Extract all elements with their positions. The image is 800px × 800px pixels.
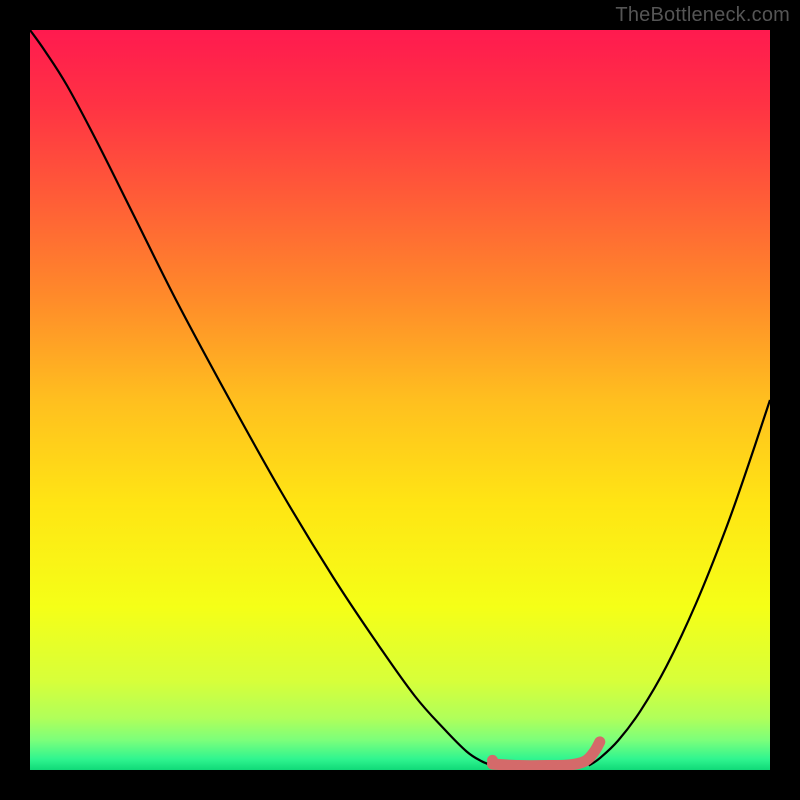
watermark-text: TheBottleneck.com	[615, 4, 790, 27]
chart-plot-area	[30, 30, 770, 770]
optimal-range-band	[493, 742, 600, 766]
curve-layer	[30, 30, 770, 770]
curve-right-ascending	[589, 400, 770, 766]
curve-left-descending	[30, 30, 493, 766]
optimal-point-marker	[487, 755, 498, 766]
